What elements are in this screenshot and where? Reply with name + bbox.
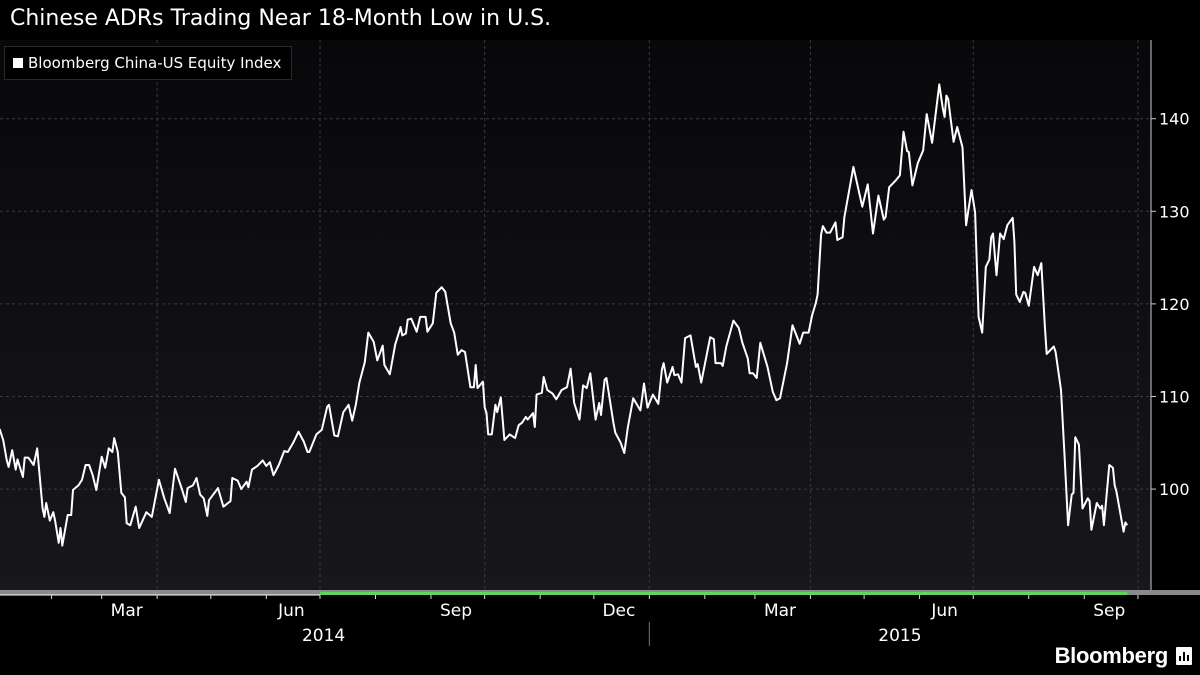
legend-swatch (13, 58, 23, 68)
bloomberg-logo: Bloomberg (1055, 643, 1192, 669)
y-axis: 100 110 120 130 140 (1150, 40, 1190, 590)
series-line-bloomberg-china-us-equity-index (0, 83, 1129, 547)
year-label: 2014 (302, 626, 345, 646)
year-label: 2015 (878, 626, 921, 646)
month-label: Jun (277, 601, 305, 621)
bar-chart-icon (1176, 647, 1192, 665)
y-tick-label: 120 (1159, 295, 1190, 314)
y-tick-label: 110 (1159, 387, 1190, 406)
month-label: Sep (440, 601, 472, 621)
y-tick-label: 100 (1159, 480, 1190, 499)
month-label: Dec (602, 601, 635, 621)
y-tick-label: 140 (1159, 110, 1190, 129)
month-label: Mar (111, 601, 143, 621)
logo-text: Bloomberg (1054, 643, 1169, 668)
x-axis: Mar Jun Sep Dec Mar Jun Sep 2014 2015 (0, 590, 1200, 646)
legend-label: Bloomberg China-US Equity Index (28, 54, 282, 72)
month-label: Mar (764, 601, 796, 621)
month-label: Jun (930, 601, 958, 621)
range-highlight (320, 592, 1128, 595)
chart-title: Chinese ADRs Trading Near 18-Month Low i… (10, 6, 552, 31)
legend[interactable]: Bloomberg China-US Equity Index (4, 46, 293, 80)
gridlines (0, 40, 1151, 590)
y-tick-label: 130 (1159, 202, 1190, 221)
month-label: Sep (1093, 601, 1125, 621)
